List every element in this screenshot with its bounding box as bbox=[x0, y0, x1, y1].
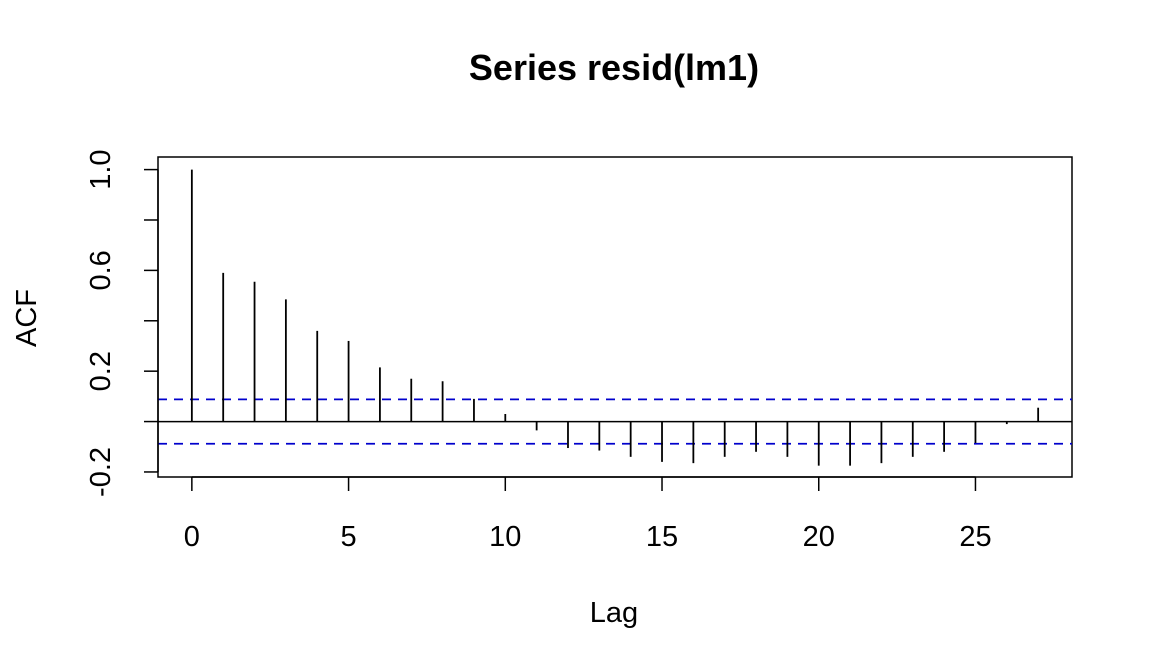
y-tick-label--0.2: -0.2 bbox=[85, 447, 117, 497]
x-tick-label-10: 10 bbox=[489, 521, 521, 553]
x-tick-label-25: 25 bbox=[959, 521, 991, 553]
chart-title: Series resid(lm1) bbox=[469, 47, 759, 88]
x-axis-label: Lag bbox=[590, 597, 638, 629]
x-tick-label-5: 5 bbox=[341, 521, 357, 553]
y-axis-label: ACF bbox=[11, 289, 43, 347]
y-tick-label-0.2: 0.2 bbox=[85, 351, 117, 391]
plot-frame bbox=[157, 156, 1073, 478]
x-tick-label-15: 15 bbox=[646, 521, 678, 553]
x-tick-label-20: 20 bbox=[803, 521, 835, 553]
y-tick-label-1: 1.0 bbox=[85, 149, 117, 189]
y-tick-label-0.6: 0.6 bbox=[85, 250, 117, 290]
x-tick-label-0: 0 bbox=[184, 521, 200, 553]
chart-marks: 0 5 10 15 20 25 -0.2 0.2 0.6 1.0 bbox=[85, 149, 1072, 553]
